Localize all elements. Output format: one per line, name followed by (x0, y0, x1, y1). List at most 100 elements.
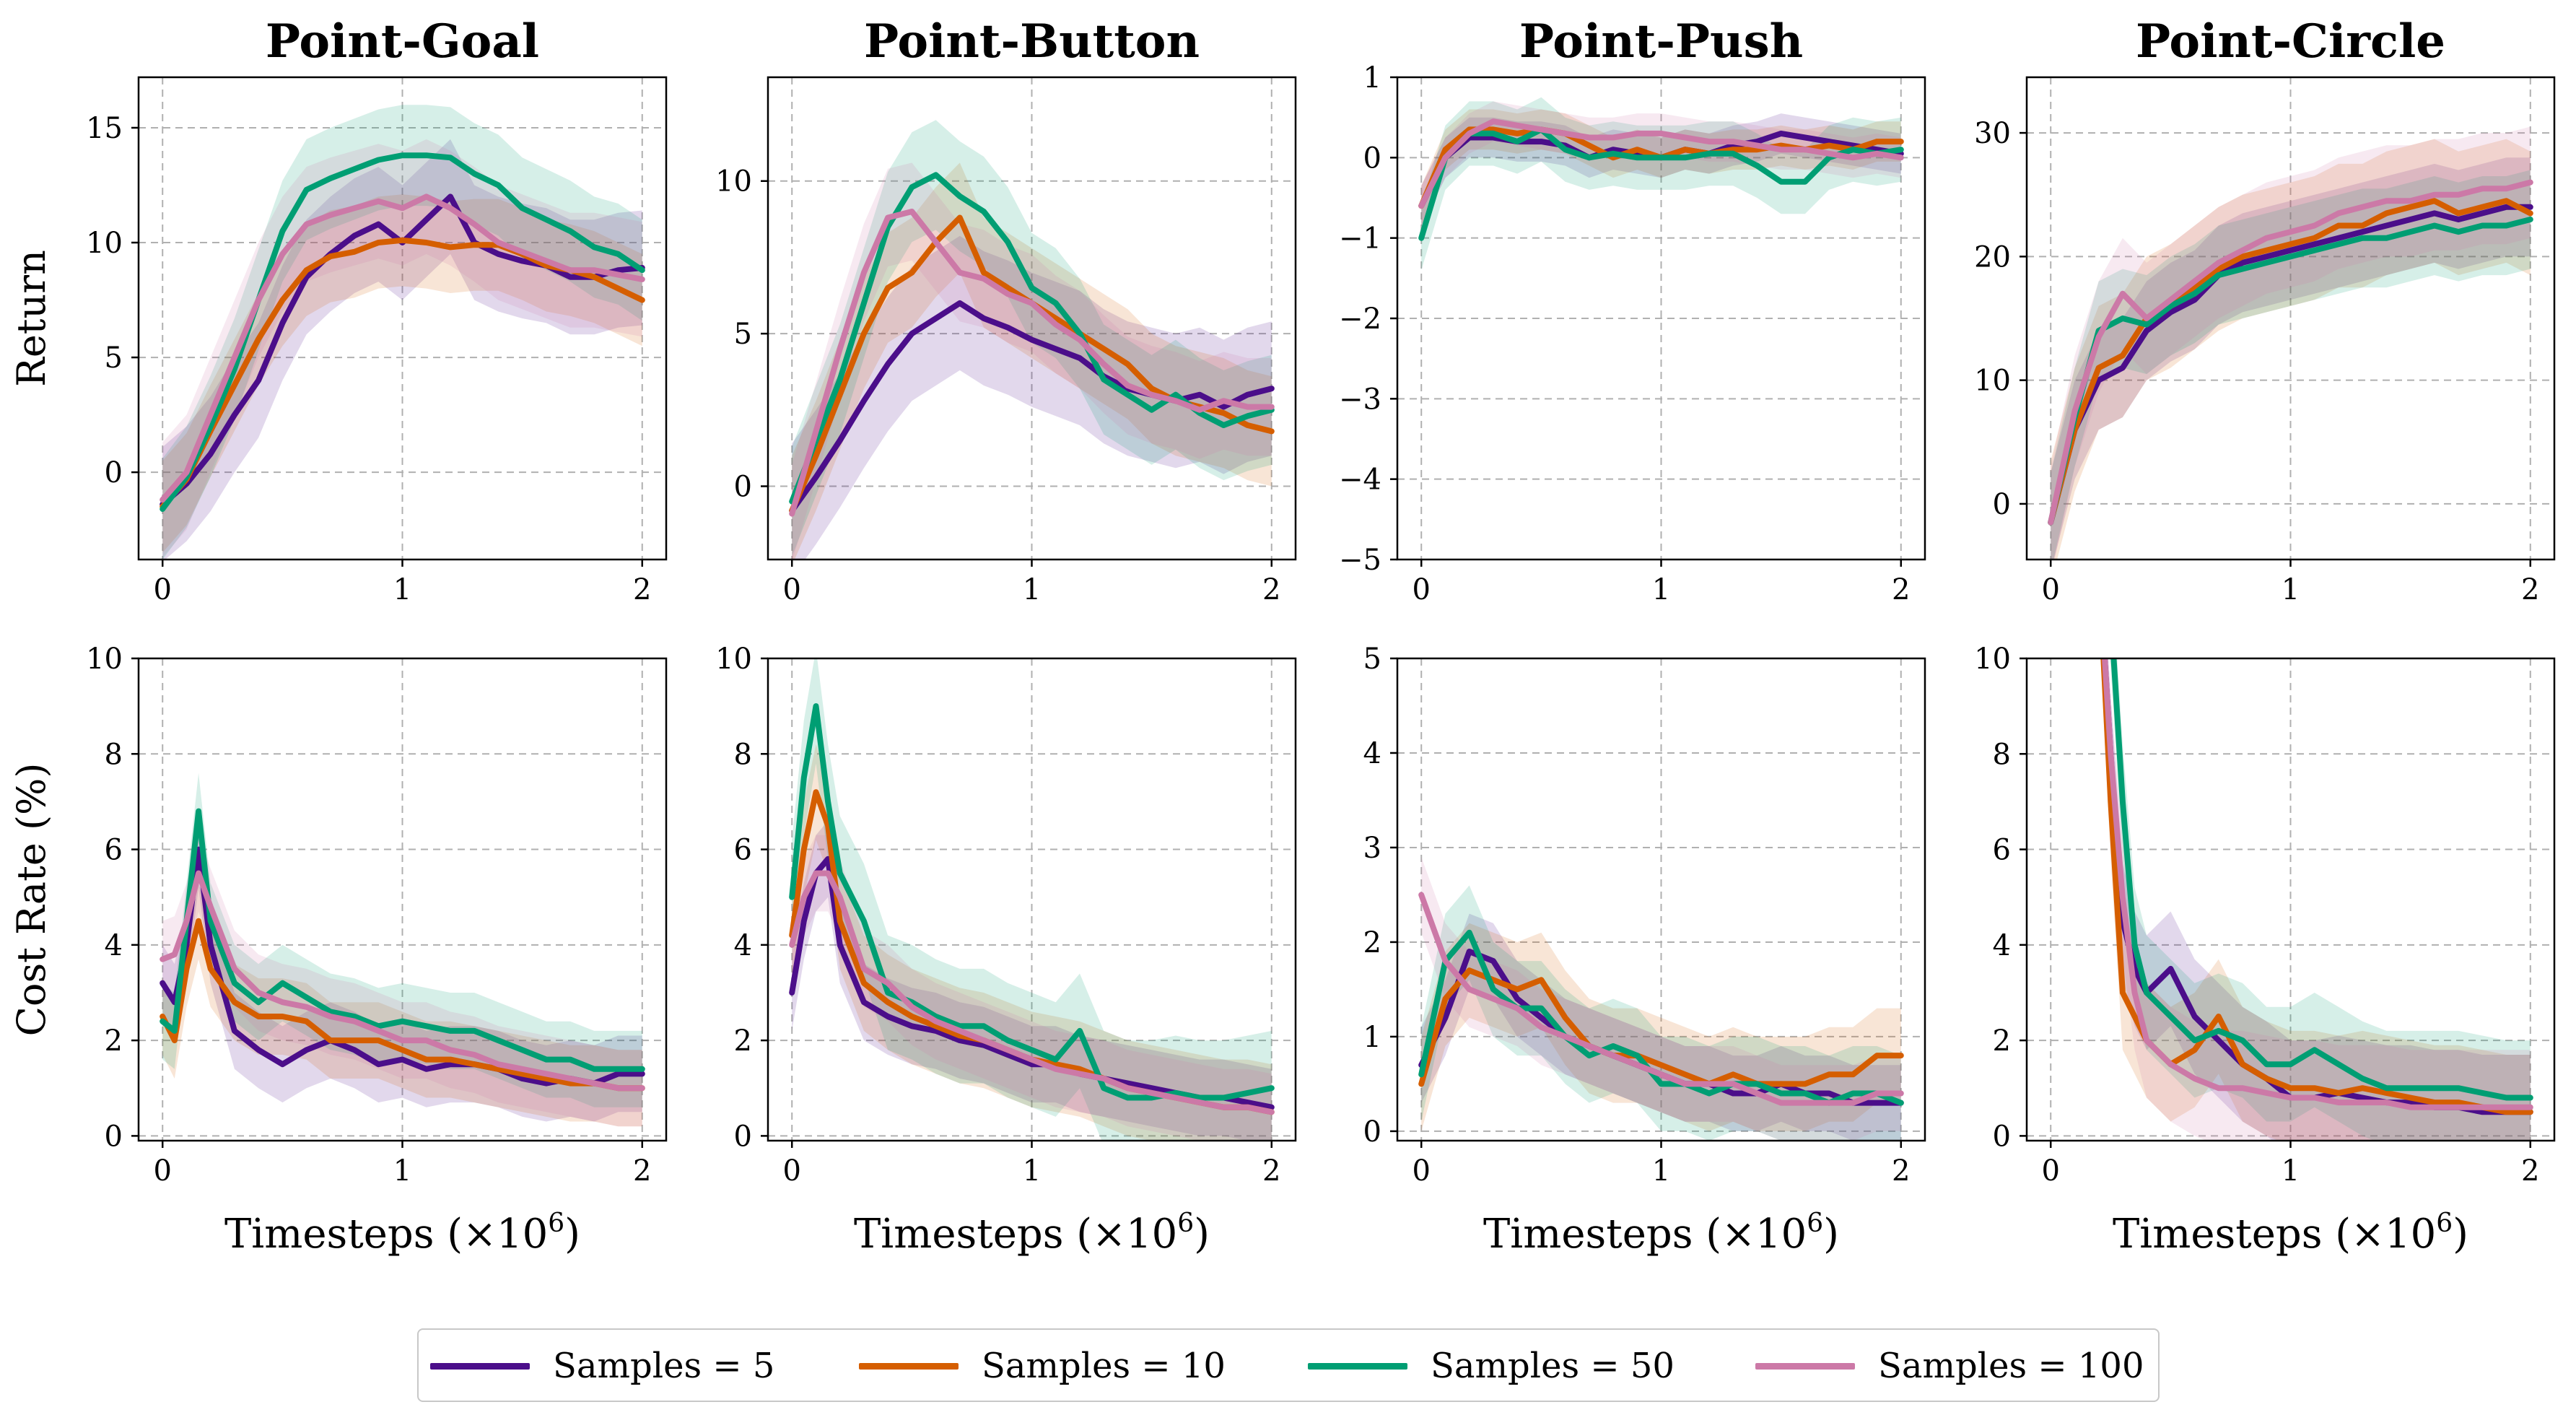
y-tick-label: 0 (1363, 142, 1381, 175)
y-tick-label: 4 (734, 929, 752, 962)
series-band (1421, 857, 1901, 1141)
plot-area (2100, 658, 2533, 1141)
y-tick-label: 2 (105, 1024, 123, 1058)
series-line (1418, 126, 1904, 241)
y-tick-label: 6 (105, 834, 123, 867)
legend-swatch-samples-5 (430, 1362, 530, 1370)
series-band (162, 105, 642, 560)
series-line (160, 870, 645, 1092)
y-tick-label: 4 (1363, 737, 1381, 770)
x-tick-label: 1 (1023, 1154, 1041, 1188)
y-tick-label: 8 (734, 738, 752, 771)
x-tick-label: 1 (2282, 573, 2300, 606)
legend-label: Samples = 50 (1431, 1346, 1675, 1386)
y-tick-label: −1 (1339, 222, 1381, 256)
panel-title: Point-Button (864, 14, 1200, 69)
x-axis-label-close: ) (564, 1211, 580, 1258)
plot-area (1418, 857, 1904, 1141)
series-line (1418, 892, 1904, 1106)
series-band (162, 835, 642, 1127)
y-tick-label: 0 (734, 1120, 752, 1153)
series-line (789, 703, 1275, 1101)
series-band (162, 194, 642, 553)
y-tick-label: 5 (105, 341, 123, 375)
series-line (2100, 658, 2533, 1115)
series-band (162, 139, 642, 560)
plot-area (1418, 97, 1904, 271)
series-line (160, 193, 645, 503)
legend: Samples = 5 Samples = 10 Samples = 50 Sa… (417, 1328, 2160, 1402)
series-line (789, 300, 1275, 514)
x-tick-label: 0 (783, 573, 801, 606)
series-band (2051, 139, 2531, 560)
series-band (792, 162, 1272, 560)
legend-label: Samples = 5 (553, 1346, 775, 1386)
series-band (162, 811, 642, 1122)
legend-item-samples-100: Samples = 100 (1755, 1330, 2144, 1402)
panel-7: 0 1 2 0 1 2 3 4 5 Timesteps (×106) (1363, 643, 1926, 1258)
x-tick-label: 2 (1892, 1154, 1910, 1188)
series-line (1418, 967, 1904, 1087)
y-tick-label: 10 (86, 227, 123, 260)
series-line (789, 870, 1275, 1115)
x-tick-label: 0 (1413, 573, 1431, 606)
y-tick-label: 5 (734, 318, 752, 351)
y-tick-label: 8 (1993, 738, 2011, 771)
y-tick-label: 8 (105, 738, 123, 771)
series-band (792, 744, 1272, 1141)
x-axis-label: Timesteps (×106) (2113, 1209, 2468, 1258)
y-tick-label: 10 (1974, 643, 2011, 676)
panel-1: 0 1 2 0 5 10 15 Point-Goal Return (9, 14, 668, 606)
y-tick-label: 0 (734, 471, 752, 504)
x-tick-label: 0 (2042, 573, 2060, 606)
x-tick-label: 1 (2282, 1154, 2300, 1188)
x-axis-label-exponent: 6 (2436, 1209, 2453, 1238)
panel-title: Point-Push (1519, 14, 1803, 69)
y-tick-label: 0 (105, 456, 123, 489)
legend-item-samples-50: Samples = 50 (1308, 1330, 1675, 1402)
x-tick-label: 0 (154, 573, 172, 606)
y-tick-label: −3 (1339, 383, 1381, 416)
x-tick-label: 1 (393, 573, 411, 606)
x-axis-label-main: Timesteps (×10 (854, 1211, 1177, 1258)
x-tick-label: 2 (1262, 573, 1280, 606)
plot-area (160, 772, 645, 1127)
series-band (792, 162, 1272, 560)
series-line (160, 808, 645, 1072)
y-tick-label: 2 (734, 1024, 752, 1058)
y-tick-label: 1 (1363, 1021, 1381, 1054)
series-band (1421, 923, 1901, 1131)
series-line (2110, 658, 2533, 1101)
series-band (162, 882, 642, 1127)
legend-swatch-samples-50 (1308, 1362, 1407, 1370)
y-tick-label: 10 (86, 643, 123, 676)
y-tick-label: 10 (715, 165, 752, 199)
series-line (2048, 204, 2533, 526)
series-band (2101, 658, 2531, 1141)
x-tick-label: 1 (1652, 573, 1670, 606)
x-tick-label: 2 (633, 573, 651, 606)
y-tick-label: 30 (1974, 117, 2011, 150)
plot-area (160, 105, 645, 560)
series-line (2101, 658, 2533, 1110)
x-axis-label: Timesteps (×106) (224, 1209, 580, 1258)
series-band (2051, 157, 2531, 560)
series-band (2101, 658, 2531, 1141)
y-axis-label: Return (9, 250, 54, 387)
x-tick-label: 0 (2042, 1154, 2060, 1188)
x-tick-label: 1 (393, 1154, 411, 1188)
x-tick-label: 1 (1023, 573, 1041, 606)
series-line (160, 918, 645, 1092)
y-tick-label: 5 (1363, 643, 1381, 676)
legend-swatch-samples-100 (1755, 1362, 1855, 1370)
y-tick-label: 20 (1974, 240, 2011, 274)
y-tick-label: −5 (1339, 544, 1381, 577)
x-axis-label: Timesteps (×106) (1483, 1209, 1839, 1258)
x-axis-label-exponent: 6 (1807, 1209, 1823, 1238)
panel-3: 0 1 2 −5 −4 −3 −2 −1 0 1 Point-Push (1339, 14, 1926, 606)
x-tick-label: 2 (1892, 573, 1910, 606)
x-axis-label-close: ) (1194, 1211, 1210, 1258)
